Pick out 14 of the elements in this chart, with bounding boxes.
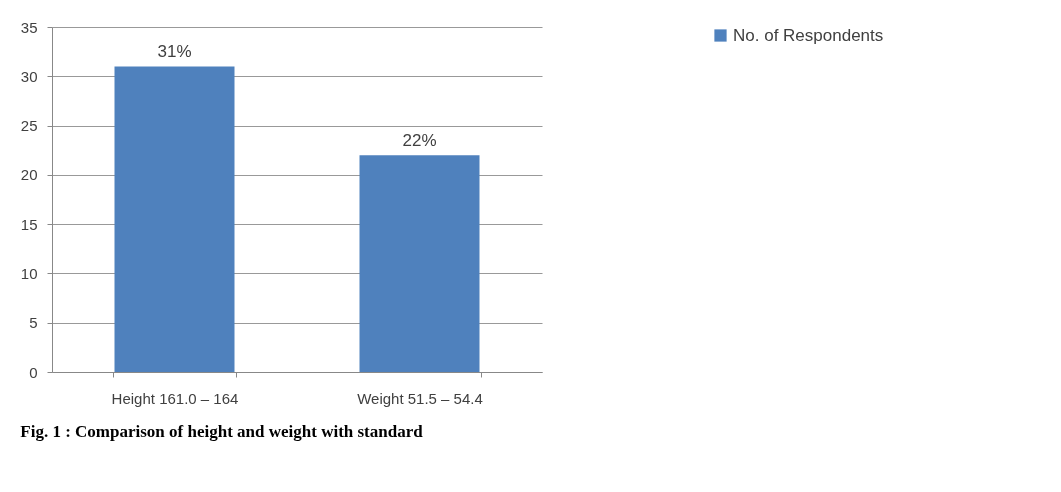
y-tick-label: 15	[20, 215, 38, 233]
y-tick-label: 25	[20, 117, 38, 135]
data-label: 31%	[157, 42, 192, 62]
y-tick-label: 20	[20, 166, 38, 184]
legend-label: No. of Respondents	[733, 25, 884, 45]
data-label: 22%	[402, 131, 437, 151]
text: Fig. 1 : Comparison of height and weight with standard	[20, 422, 424, 441]
y-tick-label: 10	[20, 264, 38, 282]
y-tick-label: 0	[29, 363, 38, 381]
x-tick-label: Weight 51.5 – 54.4	[357, 389, 483, 407]
y-tick-label: 5	[29, 314, 38, 332]
y-tick-label: 35	[20, 18, 38, 36]
x-tick-label: Height 161.0 – 164	[111, 389, 239, 407]
y-tick-label: 30	[20, 67, 38, 85]
